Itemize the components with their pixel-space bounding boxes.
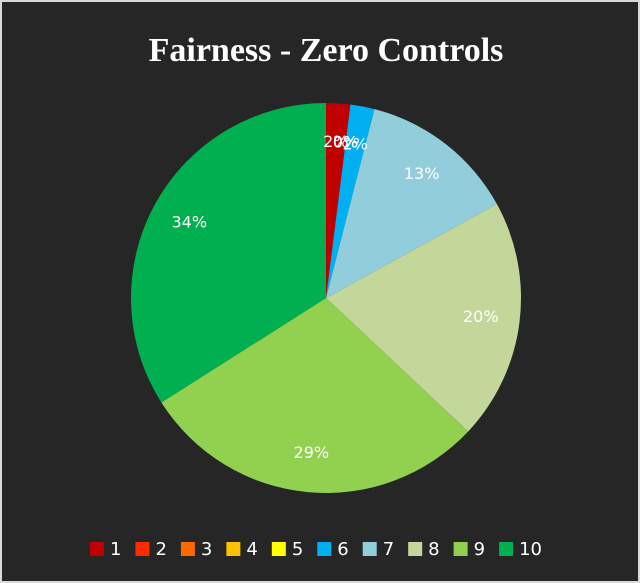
data-label: 2% <box>323 132 348 151</box>
legend-swatch <box>453 542 468 556</box>
data-label: 20% <box>463 307 499 326</box>
pie-slice <box>326 204 521 432</box>
legend-label: 10 <box>519 539 542 560</box>
legend-label: 6 <box>337 539 348 560</box>
legend-swatch <box>90 542 104 556</box>
legend-label: 9 <box>474 539 485 560</box>
legend-label: 5 <box>292 539 303 560</box>
data-label: 0% <box>333 133 358 152</box>
legend-label: 1 <box>110 539 121 560</box>
pie-slice <box>326 104 375 299</box>
legend-label: 2 <box>155 539 166 560</box>
legend-swatch <box>226 542 241 556</box>
legend-label: 8 <box>428 539 439 560</box>
legend-label: 4 <box>246 539 257 560</box>
legend-swatch <box>135 542 150 556</box>
data-label: 0% <box>333 133 358 152</box>
data-label: 34% <box>172 212 208 231</box>
legend-swatch <box>362 542 377 556</box>
data-label: 0% <box>333 133 358 152</box>
legend-swatch <box>180 542 195 556</box>
data-label: 13% <box>404 164 440 183</box>
legend-label: 7 <box>383 539 394 560</box>
legend-label: 3 <box>201 539 212 560</box>
legend-swatch <box>499 542 514 556</box>
pie-slice <box>326 109 497 298</box>
data-label: 2% <box>343 134 368 153</box>
legend-swatch <box>271 542 286 556</box>
data-label: 0% <box>333 133 358 152</box>
pie-slice <box>130 103 326 403</box>
data-label: 29% <box>294 443 330 462</box>
legend-swatch <box>408 542 423 556</box>
chart-title: Fairness - Zero Controls <box>149 32 504 69</box>
legend-swatch <box>317 542 332 556</box>
pie-slice <box>161 298 469 494</box>
pie-slice <box>326 103 351 298</box>
